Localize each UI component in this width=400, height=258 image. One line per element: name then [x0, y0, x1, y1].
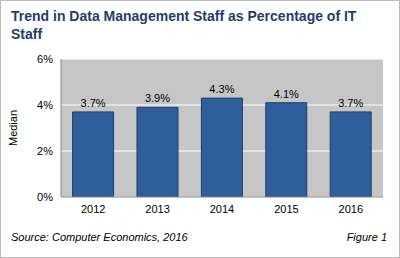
- svg-text:3.9%: 3.9%: [145, 92, 170, 104]
- svg-text:3.7%: 3.7%: [338, 97, 363, 109]
- svg-text:2014: 2014: [210, 203, 234, 215]
- svg-text:0%: 0%: [37, 191, 53, 203]
- svg-text:4%: 4%: [37, 99, 53, 111]
- svg-text:2012: 2012: [81, 203, 105, 215]
- svg-text:3.7%: 3.7%: [81, 97, 106, 109]
- svg-text:2015: 2015: [274, 203, 298, 215]
- html-text:Figure 1: Figure 1: [346, 231, 387, 243]
- html-text:Trend in Data Management Staff: Trend in Data Management Staff as Percen…: [11, 8, 357, 42]
- svg-text:2%: 2%: [37, 145, 53, 157]
- svg-text:4.1%: 4.1%: [274, 88, 299, 100]
- svg-text:6%: 6%: [37, 53, 53, 65]
- svg-text:Median: Median: [8, 110, 19, 146]
- html-text:Source: Computer Economics, 20: Source: Computer Economics, 2016: [11, 231, 188, 243]
- svg-text:2016: 2016: [339, 203, 363, 215]
- svg-text:4.3%: 4.3%: [209, 83, 234, 95]
- svg-text:2013: 2013: [145, 203, 169, 215]
